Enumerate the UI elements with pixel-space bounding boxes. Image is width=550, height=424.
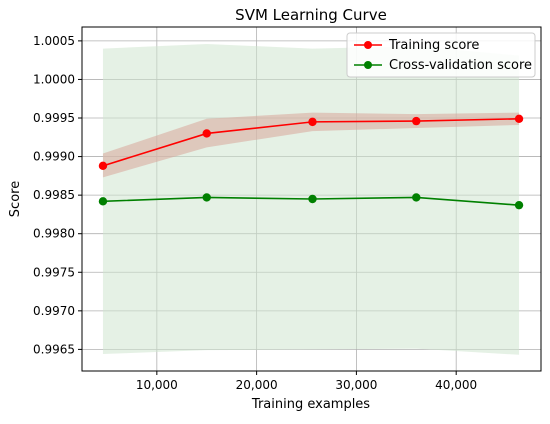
y-tick-label: 0.9995 <box>33 111 75 125</box>
y-tick-label: 0.9975 <box>33 265 75 279</box>
data-point <box>308 117 317 127</box>
data-point <box>514 200 524 210</box>
data-point <box>308 194 317 204</box>
confidence-band <box>102 112 520 178</box>
legend-marker-cv <box>364 61 372 69</box>
x-axis-label: Training examples <box>251 397 370 412</box>
data-point <box>412 193 421 202</box>
data-point <box>202 129 211 138</box>
data-point <box>98 161 108 171</box>
y-tick-label: 0.9990 <box>33 150 75 164</box>
legend-label-cv: Cross-validation score <box>389 58 532 73</box>
legend: Training score Cross-validation score <box>346 32 536 78</box>
data-point <box>412 116 421 126</box>
legend-box <box>346 32 536 78</box>
y-tick-label: 1.0005 <box>33 34 75 48</box>
y-axis-label: Score <box>8 181 23 217</box>
x-axis-ticks: 10,000 20,000 30,000 40,000 <box>136 371 477 392</box>
series-points <box>98 114 524 210</box>
x-tick-label: 40,000 <box>435 378 477 392</box>
x-tick-label: 20,000 <box>236 378 278 392</box>
data-point <box>98 197 108 206</box>
y-tick-label: 0.9985 <box>33 188 75 202</box>
y-tick-label: 1.0000 <box>33 72 75 86</box>
data-point <box>202 193 211 202</box>
x-tick-label: 30,000 <box>335 378 377 392</box>
data-point <box>514 114 524 123</box>
chart-title: SVM Learning Curve <box>235 6 387 24</box>
y-tick-label: 0.9965 <box>33 342 75 356</box>
legend-marker-training <box>364 41 372 49</box>
y-tick-label: 0.9980 <box>33 227 75 241</box>
x-tick-label: 10,000 <box>136 378 178 392</box>
y-tick-label: 0.9970 <box>33 304 75 318</box>
legend-label-training: Training score <box>388 38 479 53</box>
plot-frame <box>81 26 542 372</box>
y-axis-ticks: 0.9965 0.9970 0.9975 0.9980 0.9985 0.9990 0.99… <box>33 34 82 356</box>
